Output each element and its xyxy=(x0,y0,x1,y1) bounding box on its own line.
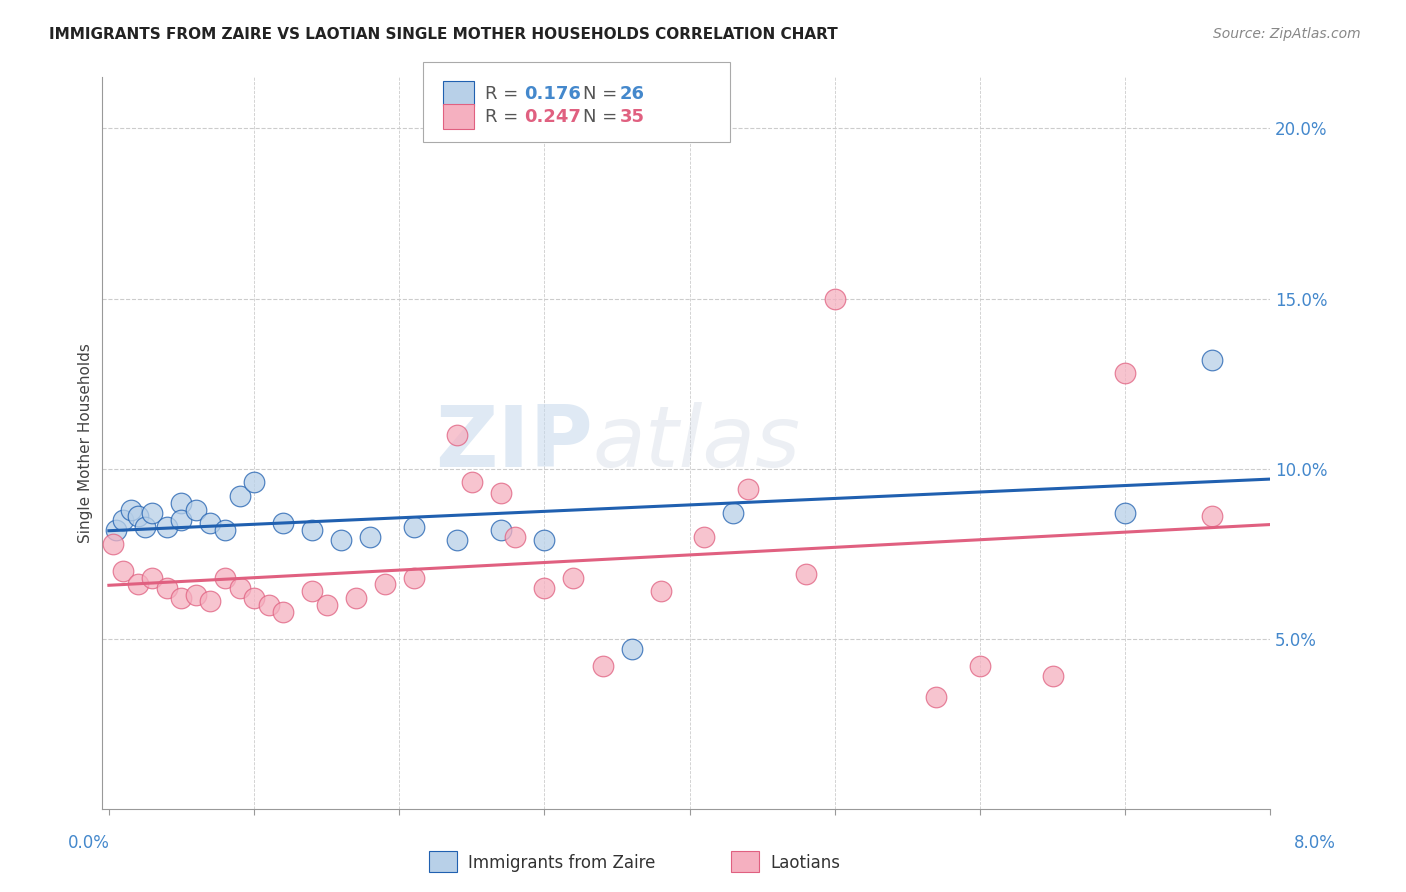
Point xyxy=(170,591,193,605)
Point xyxy=(184,502,207,516)
Point xyxy=(1042,669,1064,683)
Point xyxy=(359,530,381,544)
Point xyxy=(650,584,672,599)
Text: Source: ZipAtlas.com: Source: ZipAtlas.com xyxy=(1213,27,1361,41)
Point xyxy=(112,564,135,578)
Point xyxy=(925,690,948,704)
Text: 26: 26 xyxy=(620,85,645,103)
Point xyxy=(200,516,222,531)
Point xyxy=(969,659,991,673)
Point xyxy=(127,577,149,591)
Text: Laotians: Laotians xyxy=(770,855,841,872)
Point xyxy=(505,530,527,544)
Point xyxy=(562,571,585,585)
Text: 8.0%: 8.0% xyxy=(1294,834,1336,852)
Point xyxy=(1201,352,1223,367)
Text: ZIP: ZIP xyxy=(434,401,592,484)
Point xyxy=(620,642,643,657)
Text: N =: N = xyxy=(583,108,623,126)
Text: 0.247: 0.247 xyxy=(524,108,581,126)
Point xyxy=(315,598,337,612)
Point xyxy=(112,513,135,527)
Point xyxy=(170,513,193,527)
Text: 35: 35 xyxy=(620,108,645,126)
Point xyxy=(103,536,125,550)
Point xyxy=(184,588,207,602)
Y-axis label: Single Mother Households: Single Mother Households xyxy=(79,343,93,543)
Point xyxy=(533,581,555,595)
Point xyxy=(592,659,614,673)
Point xyxy=(533,533,555,548)
Point xyxy=(156,519,179,533)
Text: 0.0%: 0.0% xyxy=(67,834,110,852)
Point xyxy=(170,496,193,510)
Point xyxy=(271,516,294,531)
Point xyxy=(243,591,266,605)
Text: N =: N = xyxy=(583,85,623,103)
Point xyxy=(489,485,512,500)
Text: atlas: atlas xyxy=(592,401,800,484)
Point xyxy=(1114,367,1136,381)
Point xyxy=(257,598,280,612)
Point xyxy=(1201,509,1223,524)
Text: IMMIGRANTS FROM ZAIRE VS LAOTIAN SINGLE MOTHER HOUSEHOLDS CORRELATION CHART: IMMIGRANTS FROM ZAIRE VS LAOTIAN SINGLE … xyxy=(49,27,838,42)
Point xyxy=(301,523,323,537)
Point xyxy=(214,571,236,585)
Point xyxy=(721,506,744,520)
Point xyxy=(446,427,468,442)
Point xyxy=(330,533,353,548)
Point xyxy=(228,581,250,595)
Point xyxy=(200,594,222,608)
Text: Immigrants from Zaire: Immigrants from Zaire xyxy=(468,855,655,872)
Point xyxy=(737,482,759,496)
Point xyxy=(134,519,156,533)
Point xyxy=(1114,506,1136,520)
Point xyxy=(824,292,846,306)
Point xyxy=(214,523,236,537)
Point xyxy=(489,523,512,537)
Point xyxy=(794,567,817,582)
Point xyxy=(271,605,294,619)
Point xyxy=(402,519,425,533)
Point xyxy=(693,530,716,544)
Point xyxy=(301,584,323,599)
Point xyxy=(344,591,367,605)
Point xyxy=(141,571,163,585)
Point xyxy=(156,581,179,595)
Point xyxy=(374,577,396,591)
Point xyxy=(120,502,142,516)
Point xyxy=(446,533,468,548)
Point xyxy=(105,523,128,537)
Point xyxy=(228,489,250,503)
Text: 0.176: 0.176 xyxy=(524,85,581,103)
Point xyxy=(141,506,163,520)
Point xyxy=(402,571,425,585)
Point xyxy=(243,475,266,490)
Point xyxy=(461,475,484,490)
Text: R =: R = xyxy=(485,85,524,103)
Point xyxy=(127,509,149,524)
Text: R =: R = xyxy=(485,108,524,126)
